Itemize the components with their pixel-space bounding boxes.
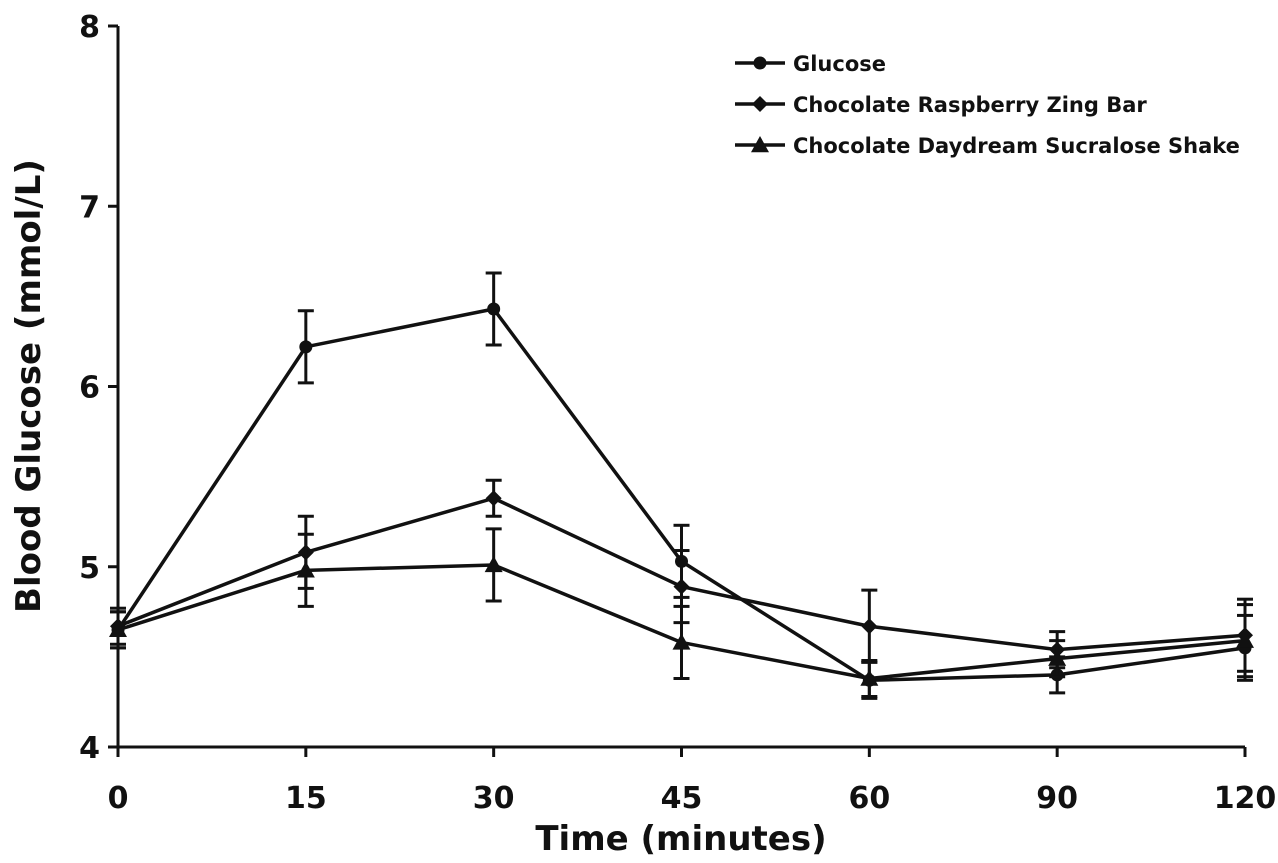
legend-label: Chocolate Daydream Sucralose Shake: [793, 134, 1240, 158]
data-point: [1236, 631, 1254, 648]
x-ticks: 0 15 30 45 60 90 120: [108, 747, 1277, 816]
data-point: [484, 555, 503, 573]
data-point: [485, 490, 502, 507]
y-tick-label: 8: [79, 10, 100, 45]
data-point: [673, 578, 690, 595]
y-tick-label: 7: [79, 190, 100, 225]
x-tick-label: 90: [1036, 781, 1078, 816]
legend-marker: [751, 136, 769, 153]
x-tick-label: 15: [285, 781, 327, 816]
x-tick-label: 0: [108, 781, 129, 816]
legend: Glucose Chocolate Raspberry Zing Bar Choco…: [735, 52, 1240, 158]
series-triangle: [109, 527, 1254, 699]
legend-label: Chocolate Raspberry Zing Bar: [793, 93, 1147, 117]
y-ticks: 4 5 6 7 8: [79, 10, 118, 766]
x-tick-label: 60: [848, 781, 890, 816]
y-tick-label: 4: [79, 731, 100, 766]
x-tick-label: 30: [473, 781, 515, 816]
legend-label: Glucose: [793, 52, 886, 76]
data-point: [109, 620, 127, 638]
x-tick-label: 120: [1214, 781, 1277, 816]
data-point: [861, 618, 878, 635]
y-axis-title: Blood Glucose (mmol/L): [9, 159, 49, 613]
legend-item: Glucose: [735, 52, 886, 76]
data-point: [1048, 649, 1067, 666]
data-point: [860, 669, 879, 686]
legend-item: Chocolate Daydream Sucralose Shake: [735, 134, 1240, 158]
legend-marker: [752, 96, 768, 112]
y-tick-label: 5: [79, 551, 100, 586]
legend-marker: [753, 56, 767, 70]
data-point: [299, 340, 313, 354]
data-point: [672, 633, 691, 650]
series-layer: [109, 271, 1254, 700]
legend-item: Chocolate Raspberry Zing Bar: [735, 93, 1147, 117]
data-point: [296, 561, 315, 578]
y-tick-label: 6: [79, 371, 100, 406]
x-tick-label: 45: [661, 781, 703, 816]
data-point: [487, 302, 501, 316]
x-axis-title: Time (minutes): [535, 819, 826, 859]
